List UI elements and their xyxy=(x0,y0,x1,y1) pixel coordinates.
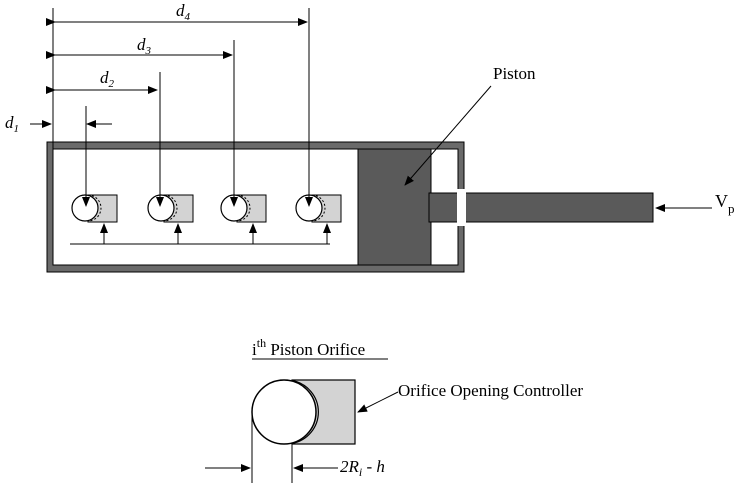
detail-title: ith Piston Orifice xyxy=(252,336,365,359)
control-bus xyxy=(70,223,331,245)
d3-label: d3 xyxy=(137,35,152,57)
gap-dimension xyxy=(205,412,338,483)
orifice-1 xyxy=(71,194,118,223)
controller-label: Orifice Opening Controller xyxy=(398,381,583,400)
piston-label: Piston xyxy=(493,64,536,83)
vp-label: Vp xyxy=(715,191,735,216)
piston xyxy=(357,148,654,266)
orifice-4 xyxy=(295,194,342,223)
d2-label: d2 xyxy=(100,68,115,90)
d4-label: d4 xyxy=(176,1,191,23)
d1-label: d1 xyxy=(5,113,19,135)
dimension-lines xyxy=(30,8,313,207)
orifice-2 xyxy=(147,194,194,223)
controller-pointer xyxy=(357,391,399,413)
gap-label: 2Ri - h xyxy=(340,457,385,479)
orifice-3 xyxy=(220,194,267,223)
piston-pointer xyxy=(404,85,492,186)
detail-orifice xyxy=(251,379,356,445)
